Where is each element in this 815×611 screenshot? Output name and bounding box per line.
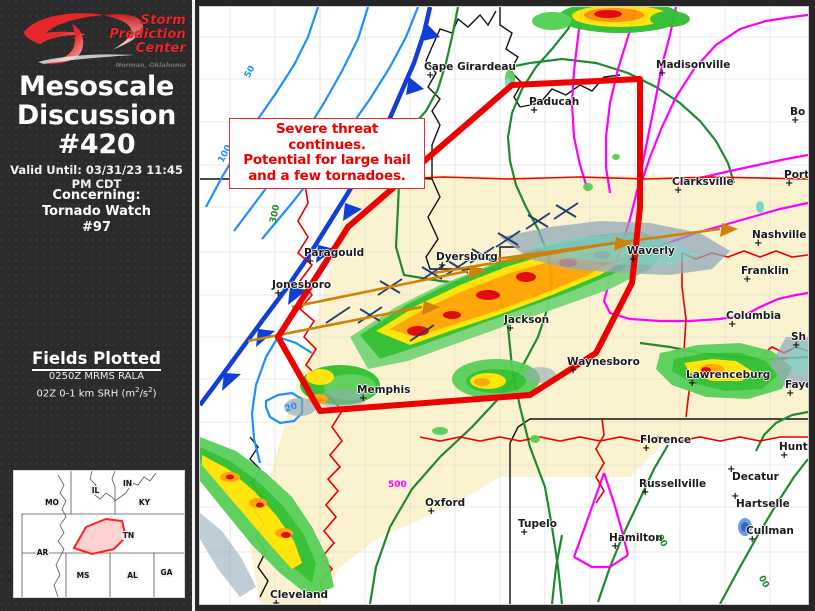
bulk-shear-vectors	[247, 227, 721, 343]
city-marker: +	[306, 256, 315, 267]
info-sidebar: Storm Prediction Center Norman, Oklahoma…	[0, 0, 196, 611]
city-marker: +	[272, 598, 281, 605]
city-marker: +	[754, 238, 763, 249]
sidebar-divider	[192, 0, 195, 611]
locator-inset-map: MO IL IN KY AR TN MS AL GA	[13, 470, 185, 598]
logo-line-1: Storm	[140, 13, 186, 28]
srh-exp-1: 2	[135, 386, 140, 394]
city-marker: +	[506, 323, 515, 334]
city-marker: +	[743, 274, 752, 285]
city-marker: +	[274, 288, 283, 299]
fields-plotted-heading-text: Fields Plotted	[31, 349, 161, 371]
inset-state-ky: KY	[139, 498, 151, 507]
radar-reflectivity	[200, 7, 808, 597]
mesoscale-discussion-map: Cape Girardeau + Paducah + Madisonville …	[199, 6, 809, 605]
annotation-callout: Severe threat continues. Potential for l…	[229, 118, 425, 189]
inset-state-ms: MS	[77, 571, 90, 580]
product-title-line-1: Mesoscale	[19, 71, 174, 102]
bulk-shear-arrowheads	[422, 223, 738, 315]
city-marker: +	[785, 178, 794, 189]
city-marker: +	[731, 491, 740, 502]
fields-plotted-line-1: 0250Z MRMS RALA	[48, 371, 145, 382]
city-marker: +	[688, 378, 697, 389]
inset-state-ga: GA	[161, 568, 173, 577]
inset-state-in: IN	[123, 479, 132, 488]
city-marker: +	[642, 443, 651, 454]
inset-state-tn: TN	[123, 531, 134, 540]
callout-line-3: and a few tornadoes.	[248, 167, 406, 184]
city-marker: +	[728, 319, 737, 330]
product-number: #420	[57, 129, 136, 160]
concerning-label: Concerning:	[52, 188, 141, 203]
city-marker: +	[791, 115, 800, 126]
city-marker: +	[674, 185, 683, 196]
city-marker: +	[438, 260, 447, 271]
city-marker: +	[530, 105, 539, 116]
locator-inset-svg: MO IL IN KY AR TN MS AL GA	[14, 471, 184, 597]
srh-label-post: )	[152, 388, 157, 400]
city-marker: +	[641, 487, 650, 498]
city-marker: +	[792, 340, 801, 351]
city-marker: +	[569, 365, 578, 376]
logo-line-3: Center	[135, 41, 186, 56]
srh-exp-2: 2	[148, 386, 153, 394]
spc-logo-text: Storm Prediction Center Norman, Oklahoma	[109, 14, 186, 72]
logo-line-2: Prediction	[109, 27, 186, 42]
srh-label-mid: /s	[139, 388, 149, 400]
inset-state-il: IL	[92, 486, 100, 495]
city-marker: +	[727, 464, 736, 475]
city-marker: +	[520, 527, 529, 538]
fields-plotted-heading: Fields Plotted	[0, 349, 193, 371]
md-polygon	[275, 76, 643, 414]
city-marker: +	[359, 393, 368, 404]
contour-label: 500	[388, 480, 407, 490]
inset-state-mo: MO	[45, 498, 59, 507]
concerning-watch-number: #97	[82, 220, 111, 235]
concerning-watch-type: Tornado Watch	[41, 204, 152, 219]
city-marker: +	[427, 506, 436, 517]
city-marker: +	[629, 254, 638, 265]
city-marker: +	[658, 68, 667, 79]
inset-state-ar: AR	[37, 548, 49, 557]
city-marker: +	[748, 534, 757, 545]
product-title-line-2: Discussion	[16, 100, 177, 131]
logo-subtitle: Norman, Oklahoma	[115, 61, 186, 69]
spc-logo: Storm Prediction Center Norman, Oklahoma	[16, 6, 188, 69]
spc-logo-mark	[24, 13, 144, 64]
inset-state-al: AL	[127, 571, 138, 580]
valid-until-text: Valid Until: 03/31/23 11:45 PM CDT	[10, 163, 183, 191]
srh-label-pre: 02Z 0-1 km SRH (m	[36, 388, 136, 400]
fields-plotted-line-2: 02Z 0-1 km SRH (m2/s2)	[0, 386, 193, 399]
city-marker: +	[780, 450, 789, 461]
callout-line-2: Potential for large hail	[243, 152, 411, 168]
city-marker: +	[611, 541, 620, 552]
city-marker: +	[426, 70, 435, 81]
callout-line-1: Severe threat continues.	[275, 121, 379, 153]
city-marker: +	[786, 388, 795, 399]
map-svg	[200, 7, 808, 604]
